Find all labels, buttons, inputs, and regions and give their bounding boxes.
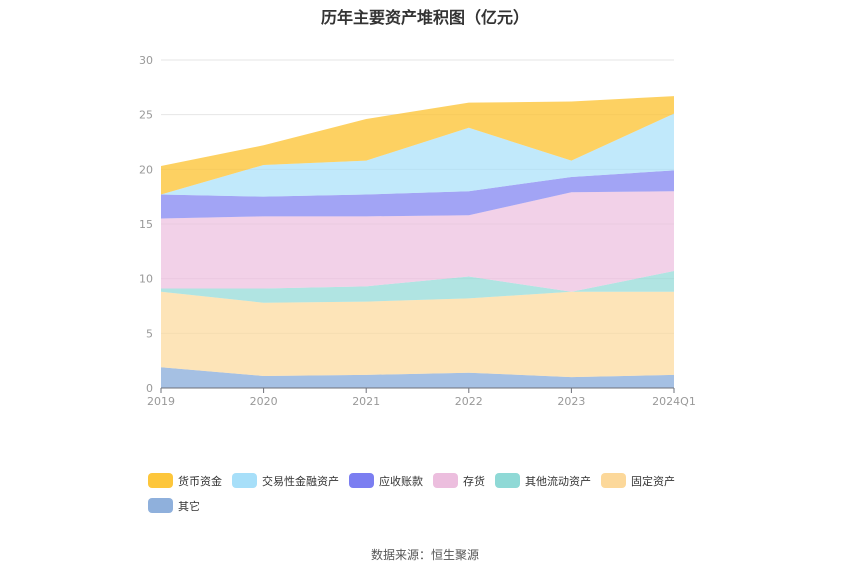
legend-label: 存货 bbox=[463, 474, 485, 488]
legend-item[interactable]: 固定资产 bbox=[601, 472, 675, 489]
legend-label: 固定资产 bbox=[631, 474, 675, 488]
y-tick-label: 0 bbox=[146, 382, 153, 395]
legend-label: 其他流动资产 bbox=[525, 474, 591, 488]
legend-item[interactable]: 存货 bbox=[433, 472, 485, 489]
y-tick-label: 30 bbox=[139, 54, 153, 67]
y-tick-label: 25 bbox=[139, 109, 153, 122]
legend-swatch bbox=[148, 473, 173, 488]
x-tick-label: 2023 bbox=[557, 395, 585, 408]
y-tick-label: 5 bbox=[146, 327, 153, 340]
area-series-7 bbox=[161, 96, 674, 195]
legend-swatch bbox=[495, 473, 520, 488]
legend-swatch bbox=[232, 473, 257, 488]
legend-swatch bbox=[349, 473, 374, 488]
legend-label: 交易性金融资产 bbox=[262, 474, 339, 488]
legend-swatch bbox=[601, 473, 626, 488]
area-series bbox=[161, 96, 674, 388]
legend-label: 货币资金 bbox=[178, 474, 222, 488]
legend-label: 其它 bbox=[178, 499, 200, 513]
legend-item[interactable]: 应收账款 bbox=[349, 472, 423, 489]
area-series-5 bbox=[161, 170, 674, 219]
data-source: 数据来源：恒生聚源 bbox=[370, 548, 479, 562]
legend: 货币资金 交易性金融资产 应收账款 存货 其他流动资产 固定资产其它 bbox=[148, 472, 728, 514]
axes: 0 5 10 15 20 25 30 2019 2020 2021 2022 2023 2024Q1 bbox=[139, 54, 696, 408]
legend-swatch bbox=[148, 498, 173, 513]
x-tick-label: 2024Q1 bbox=[652, 395, 696, 408]
stacked-area-chart: 0 5 10 15 20 25 30 2019 2020 2021 2022 2023 2024Q1 bbox=[139, 54, 696, 408]
legend-item[interactable]: 交易性金融资产 bbox=[232, 472, 339, 489]
x-tick-label: 2019 bbox=[147, 395, 175, 408]
y-tick-label: 15 bbox=[139, 218, 153, 231]
area-series-2 bbox=[161, 291, 674, 378]
area-series-3 bbox=[161, 271, 674, 303]
x-tick-label: 2020 bbox=[250, 395, 278, 408]
legend-swatch bbox=[433, 473, 458, 488]
legend-label: 应收账款 bbox=[379, 474, 423, 488]
chart-title: 历年主要资产堆积图（亿元） bbox=[320, 8, 529, 27]
y-tick-label: 20 bbox=[139, 163, 153, 176]
y-tick-label: 10 bbox=[139, 273, 153, 286]
x-tick-label: 2021 bbox=[352, 395, 380, 408]
legend-item[interactable]: 其它 bbox=[148, 497, 200, 514]
legend-item[interactable]: 其他流动资产 bbox=[495, 472, 591, 489]
legend-item[interactable]: 货币资金 bbox=[148, 472, 222, 489]
area-series-1 bbox=[161, 367, 674, 388]
x-tick-label: 2022 bbox=[455, 395, 483, 408]
area-series-6 bbox=[161, 113, 674, 197]
